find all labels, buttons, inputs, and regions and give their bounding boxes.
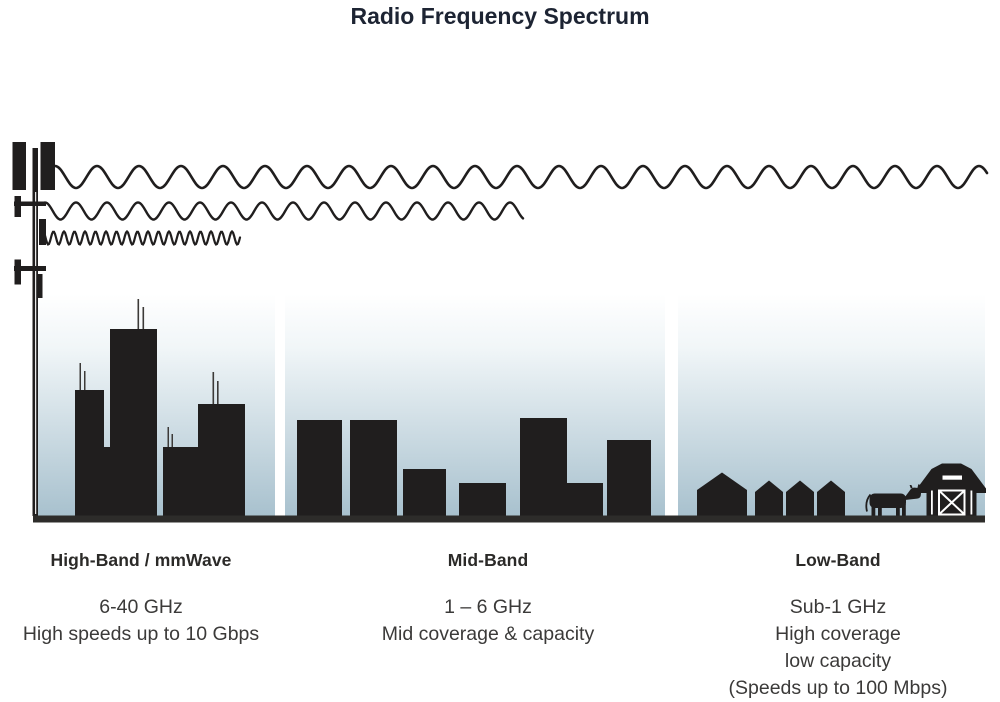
rooftop-antenna-icon [79,363,81,391]
house-icon [697,472,747,518]
cow-horn [909,485,913,489]
barn-icon [917,463,986,517]
tower-crossarm-lower [14,266,46,271]
building [459,483,506,517]
antenna-stub-upper [39,219,46,245]
rooftop-antenna-icon [84,371,86,391]
band-name-mid: Mid-Band [447,550,529,570]
mid-band-skyline [297,418,651,517]
building [607,440,651,517]
band-desc-high: High speeds up to 10 Gbps [22,623,260,645]
rooftop-antenna-icon [142,307,145,330]
band-desc-low: (Speeds up to 100 Mbps) [728,677,948,699]
cow-leg [878,504,882,517]
band-label-high: High-Band / mmWave 6-40 GHz High speeds … [10,551,272,648]
rooftop-antenna-icon [212,372,215,405]
cow-head [902,487,922,501]
band-desc-mid: Mid coverage & capacity [381,623,595,645]
antenna-panel-low [14,259,21,285]
antenna-stub-lower [38,274,43,298]
low-band-wave [53,164,989,190]
rooftop-antenna-icon [167,427,169,448]
skyscraper [75,390,104,517]
rooftop-antenna-icon [171,434,173,448]
antenna-panel-left [12,142,26,190]
building [297,420,342,517]
ground-line [33,515,985,523]
building [567,483,603,517]
page-title: Radio Frequency Spectrum [350,3,650,29]
cow-tail [865,493,872,512]
barn-door-crossbuck [939,490,965,515]
building [520,418,567,517]
mid-band-wave [43,201,525,221]
band-label-mid: Mid-Band 1 – 6 GHz Mid coverage & capaci… [357,551,619,648]
cell-tower-icon [12,142,55,516]
skyscraper [110,329,157,517]
band-frequency-mid: 1 – 6 GHz [444,596,532,618]
antenna-panel-right [40,142,55,190]
house-icon [755,480,783,518]
barn-door-frame [931,490,933,515]
cow-leg [902,504,906,517]
tower-crossarm-upper [14,201,46,206]
rooftop-antenna-icon [137,299,140,330]
rooftop-antenna-icon [217,381,219,405]
band-frequency-high: 6-40 GHz [99,596,183,618]
band-label-low: Low-Band Sub-1 GHz High coverage low cap… [687,551,989,702]
skyscraper [198,404,245,517]
high-band-wave [41,229,242,246]
spectrum-graphic [12,142,989,523]
band-desc-low: High coverage [775,623,901,645]
sky-panel-mid-band [285,294,665,516]
band-name-high: High-Band / mmWave [50,550,232,570]
building [350,420,397,517]
skyscraper [163,447,198,517]
skyscraper [104,447,110,517]
band-name-low: Low-Band [795,550,881,570]
band-frequency-low: Sub-1 GHz [789,596,887,618]
cow-leg [896,504,900,517]
cow-icon [865,484,922,517]
antenna-panel-mid [14,196,21,217]
house-icon [786,480,814,518]
barn-gable-vent [942,475,962,480]
high-band-skyline [75,299,245,517]
barn-door-frame [970,490,973,515]
tower-mast-highlight [35,192,37,514]
band-desc-low: low capacity [784,650,892,672]
low-band-scene [697,463,986,518]
house-icon [817,480,845,518]
cow-leg [871,504,876,517]
building [403,469,446,517]
